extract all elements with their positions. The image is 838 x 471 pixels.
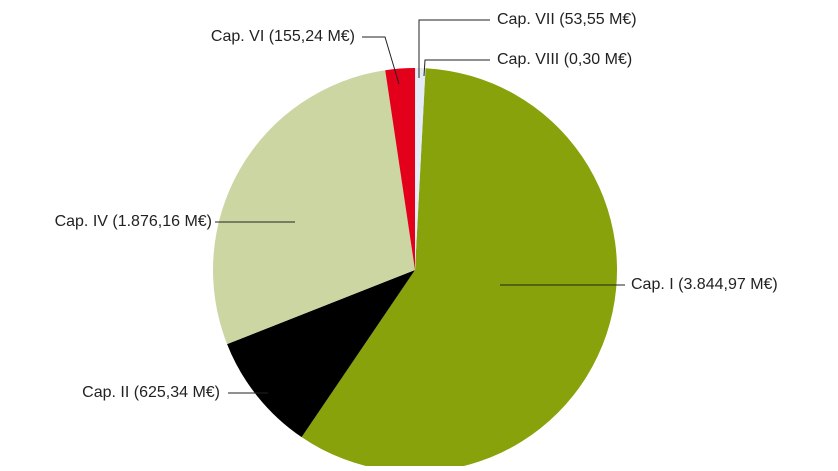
pie-slice [227, 270, 415, 438]
leader-line [418, 19, 490, 78]
pie-slice [213, 70, 415, 345]
leader-line [362, 36, 400, 85]
leader-line [423, 59, 490, 77]
slice-label: Cap. II (625,34 M€) [82, 384, 220, 401]
slice-label: Cap. IV (1.876,16 M€) [55, 213, 212, 230]
slice-label: Cap. VIII (0,30 M€) [497, 51, 632, 68]
pie-slice [385, 68, 416, 270]
slice-label: Cap. I (3.844,97 M€) [631, 276, 778, 293]
slice-label: Cap. VII (53,55 M€) [497, 11, 637, 28]
slice-label: Cap. VI (155,24 M€) [211, 28, 355, 45]
pie-slice [415, 68, 426, 270]
pie-slice [415, 68, 426, 270]
pie-slice [301, 68, 617, 471]
